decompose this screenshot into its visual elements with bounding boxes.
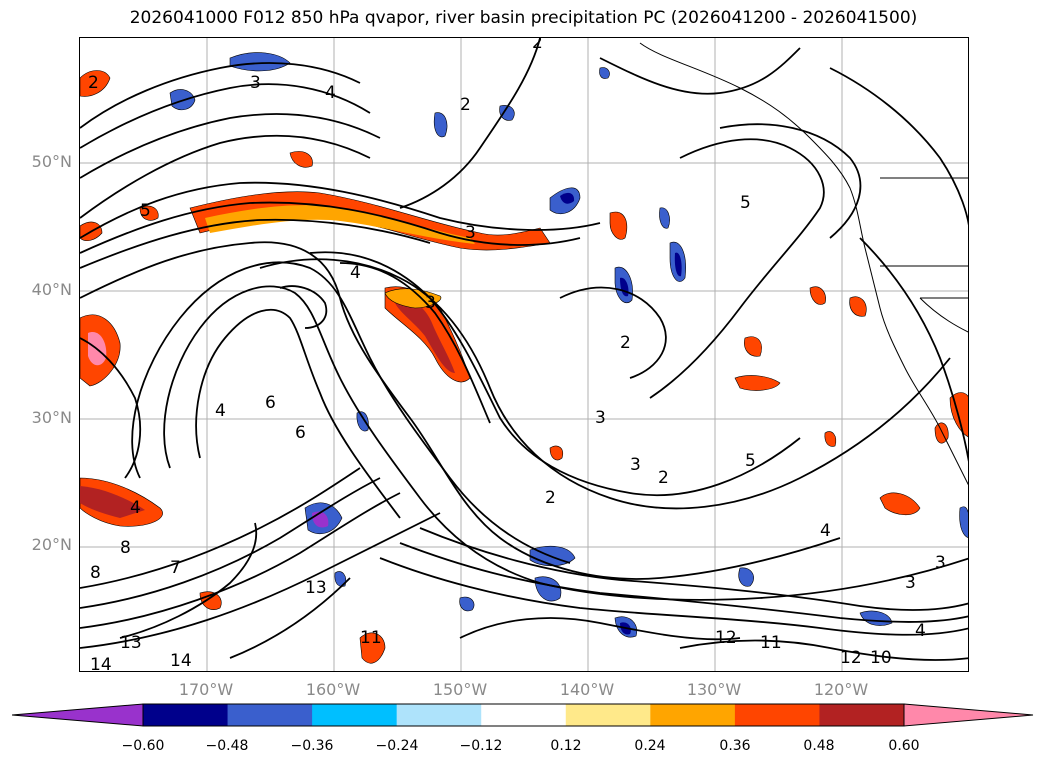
- contour-label: 3: [595, 408, 606, 428]
- contour-label: 6: [265, 393, 276, 413]
- contour-label: 13: [120, 633, 142, 653]
- colorbar-segment: [819, 704, 905, 726]
- contour-label: 3: [425, 293, 436, 313]
- colorbar-extend-max: [903, 703, 1034, 727]
- colorbar-segment: [312, 704, 398, 726]
- contour-label: 3: [630, 455, 641, 475]
- contour-label: 2: [620, 333, 631, 353]
- colorbar-tick: −0.24: [375, 738, 419, 754]
- contour-label: 12: [840, 648, 862, 668]
- contour-label: 4: [820, 521, 831, 541]
- contour-label: 5: [140, 201, 151, 221]
- colorbar-tick: −0.36: [290, 738, 334, 754]
- colorbar-tick: 0.36: [719, 738, 751, 754]
- contour-label: 12: [715, 628, 737, 648]
- contour-label: 3: [905, 573, 916, 593]
- colorbar-segment: [734, 704, 820, 726]
- colorbar-tick: 0.24: [634, 738, 666, 754]
- lon-label-120w: 120°W: [813, 680, 869, 699]
- map-panel: 2 2 2 2 2 2 3 3 3 3 3 3 3 4 4 4 4 4 4 5 …: [79, 37, 969, 672]
- contour-label: 2: [545, 488, 556, 508]
- contour-label: 3: [250, 73, 261, 93]
- contour-label: 4: [350, 263, 361, 283]
- contour-label: 8: [120, 538, 131, 558]
- qvapor-contours: [80, 38, 968, 661]
- lon-label-160w: 160°W: [305, 680, 361, 699]
- contour-label: 11: [760, 633, 782, 653]
- lat-label-20n: 20°N: [31, 535, 72, 554]
- contour-label: 7: [170, 558, 181, 578]
- contour-label: 5: [745, 451, 756, 471]
- lat-label-30n: 30°N: [31, 408, 72, 427]
- contour-label: 2: [460, 95, 471, 115]
- contour-labels: 2 2 2 2 2 2 3 3 3 3 3 3 3 4 4 4 4 4 4 5 …: [88, 38, 946, 672]
- contour-label: 3: [935, 553, 946, 573]
- lon-label-140w: 140°W: [559, 680, 615, 699]
- colorbar-tick: 0.48: [803, 738, 835, 754]
- contour-label: 2: [88, 73, 99, 93]
- colorbar-tick: 0.12: [550, 738, 582, 754]
- contour-label: 4: [215, 401, 226, 421]
- lon-label-130w: 130°W: [686, 680, 742, 699]
- colorbar-segment: [396, 704, 482, 726]
- colorbar-segment: [650, 704, 736, 726]
- contour-label: 10: [870, 648, 892, 668]
- contour-label: 5: [740, 193, 751, 213]
- colorbar-border: [142, 703, 905, 727]
- colorbar-tick: −0.12: [459, 738, 503, 754]
- colorbar-tick: −0.48: [205, 738, 249, 754]
- contour-label: 13: [305, 578, 327, 598]
- contour-label: 2: [658, 468, 669, 488]
- contour-label: 14: [170, 651, 192, 671]
- colorbar-segment: [227, 704, 313, 726]
- lon-label-150w: 150°W: [432, 680, 488, 699]
- map-canvas: 2 2 2 2 2 2 3 3 3 3 3 3 3 4 4 4 4 4 4 5 …: [80, 38, 968, 672]
- contour-label: 4: [915, 621, 926, 641]
- contour-label: 6: [295, 423, 306, 443]
- colorbar: [12, 703, 1034, 727]
- map-title: 2026041000 F012 850 hPa qvapor, river ba…: [129, 8, 918, 28]
- lat-label-50n: 50°N: [31, 152, 72, 171]
- contour-label: 14: [90, 655, 112, 672]
- colorbar-segment: [481, 704, 567, 726]
- lon-label-170w: 170°W: [178, 680, 234, 699]
- contour-label: 4: [325, 83, 336, 103]
- colorbar-segment: [565, 704, 651, 726]
- contour-label: 8: [90, 563, 101, 583]
- colorbar-tick: 0.60: [888, 738, 920, 754]
- contour-label: 11: [360, 628, 382, 648]
- colorbar-tick: −0.60: [121, 738, 165, 754]
- coastline: [639, 42, 968, 486]
- colorbar-segment: [143, 704, 229, 726]
- lat-label-40n: 40°N: [31, 280, 72, 299]
- contour-label: 3: [465, 223, 476, 243]
- colorbar-segments: [12, 703, 1034, 727]
- colorbar-extend-min: [12, 703, 144, 727]
- contour-label: 4: [130, 498, 141, 518]
- contour-label: 2: [532, 38, 543, 53]
